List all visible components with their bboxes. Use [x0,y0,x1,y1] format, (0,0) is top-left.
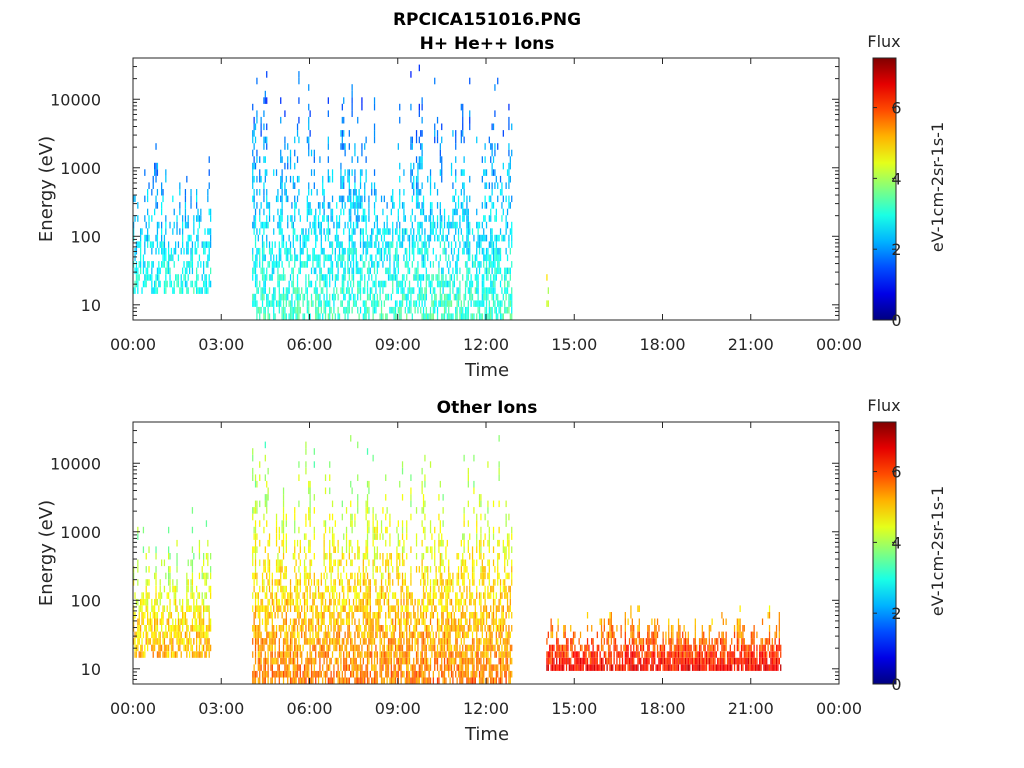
colorbar-tick-label: 0 [891,675,901,694]
panel-h-he-ions: 00:00 03:00 06:00 09:00 12:00 15:00 18:00 21:00… [50,57,947,354]
colorbar-tick-label: 2 [891,240,901,259]
colorbar-tick-label: 2 [891,604,901,623]
x-tick-label: 12:00 [463,335,509,354]
x-tick-label: 06:00 [286,699,332,718]
heatmap-data [133,435,782,684]
x-tick-label: 03:00 [198,335,244,354]
y-tick-label: 100 [70,227,101,246]
colorbar: 0 2 4 6 eV-1cm-2sr-1s-1 [872,421,947,694]
x-tick-label: 00:00 [816,335,862,354]
colorbar-gradient [872,421,897,685]
panel2-title: Other Ions [437,398,538,418]
heatmap-interval-2 [546,605,782,671]
colorbar-tick-label: 6 [891,463,901,482]
panel1-xlabel: Time [464,360,509,381]
x-tick-label: 12:00 [463,699,509,718]
heatmap-data [133,64,549,320]
colorbar-gradient [872,57,897,321]
colorbar-tick-label: 4 [891,533,901,552]
x-tick-label: 00:00 [110,335,156,354]
colorbar-units: eV-1cm-2sr-1s-1 [928,122,947,252]
x-tick-label: 15:00 [551,335,597,354]
colorbar-units: eV-1cm-2sr-1s-1 [928,486,947,616]
panel-other-ions: 00:00 03:00 06:00 09:00 12:00 15:00 18:00 21:00… [50,421,947,718]
heatmap-interval-2 [546,274,549,307]
y-tick-label: 10000 [50,454,101,473]
heatmap-interval-1 [252,435,513,684]
y-tick-label: 10 [81,296,101,315]
heatmap-interval-1 [252,64,513,320]
x-tick-label: 18:00 [639,335,685,354]
colorbar2-title: Flux [867,396,900,415]
colorbar-tick-label: 4 [891,169,901,188]
panel1-ylabel: Energy (eV) [36,136,57,242]
colorbar-tick-label: 0 [891,311,901,330]
x-tick-label: 21:00 [728,699,774,718]
colorbar: 0 2 4 6 eV-1cm-2sr-1s-1 [872,57,947,330]
x-tick-label: 03:00 [198,699,244,718]
x-tick-label: 21:00 [728,335,774,354]
colorbar1-title: Flux [867,32,900,51]
y-tick-label: 10 [81,660,101,679]
x-tick-label: 09:00 [375,335,421,354]
y-tick-label: 1000 [60,523,101,542]
panel2-xlabel: Time [464,724,509,745]
y-tick-label: 1000 [60,159,101,178]
x-tick-label: 15:00 [551,699,597,718]
x-tick-label: 06:00 [286,335,332,354]
y-tick-label: 10000 [50,90,101,109]
x-tick-label: 09:00 [375,699,421,718]
colorbar-tick-label: 6 [891,99,901,118]
heatmap-interval-0 [133,507,212,658]
x-tick-label: 00:00 [110,699,156,718]
heatmap-interval-0 [133,143,212,294]
figure-title: RPCICA151016.PNG [393,10,581,30]
panel1-title: H+ He++ Ions [420,34,555,54]
x-tick-label: 18:00 [639,699,685,718]
x-tick-label: 00:00 [816,699,862,718]
panel2-ylabel: Energy (eV) [36,500,57,606]
y-tick-label: 100 [70,591,101,610]
